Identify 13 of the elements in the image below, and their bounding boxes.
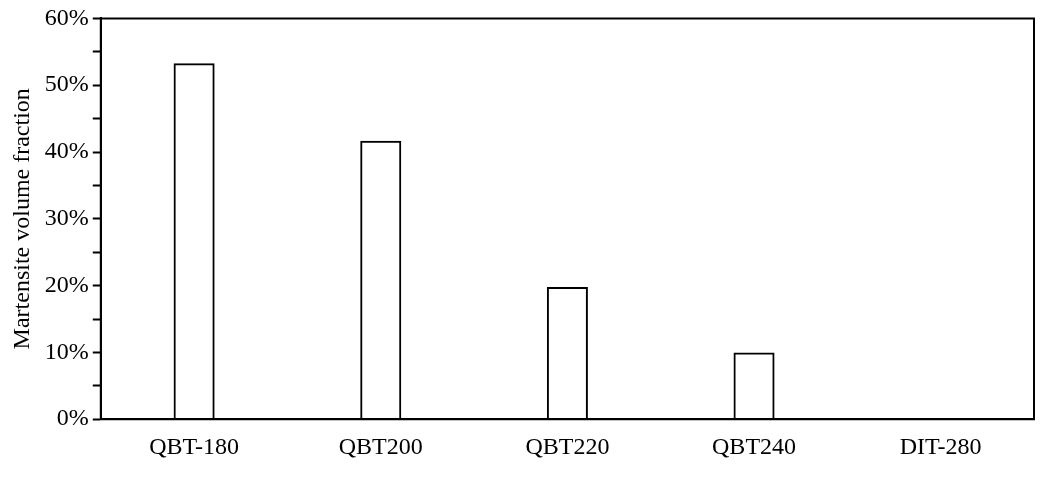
y-tick-label: 20% bbox=[44, 270, 89, 297]
x-tick-label: QBT-180 bbox=[149, 432, 240, 459]
y-tick-label: 60% bbox=[44, 3, 89, 30]
x-tick-label: QBT220 bbox=[525, 432, 610, 459]
y-tick-label: 10% bbox=[44, 337, 89, 364]
x-tick-label: QBT200 bbox=[338, 432, 423, 459]
y-axis-title: Martensite volume fraction bbox=[7, 88, 34, 350]
x-tick-label: QBT240 bbox=[712, 432, 797, 459]
x-tick-label: DIT-280 bbox=[899, 432, 982, 459]
y-tick-label: 40% bbox=[44, 137, 89, 164]
y-tick-label: 0% bbox=[56, 404, 89, 431]
y-tick-label: 50% bbox=[44, 70, 89, 97]
y-tick-label: 30% bbox=[44, 204, 89, 231]
